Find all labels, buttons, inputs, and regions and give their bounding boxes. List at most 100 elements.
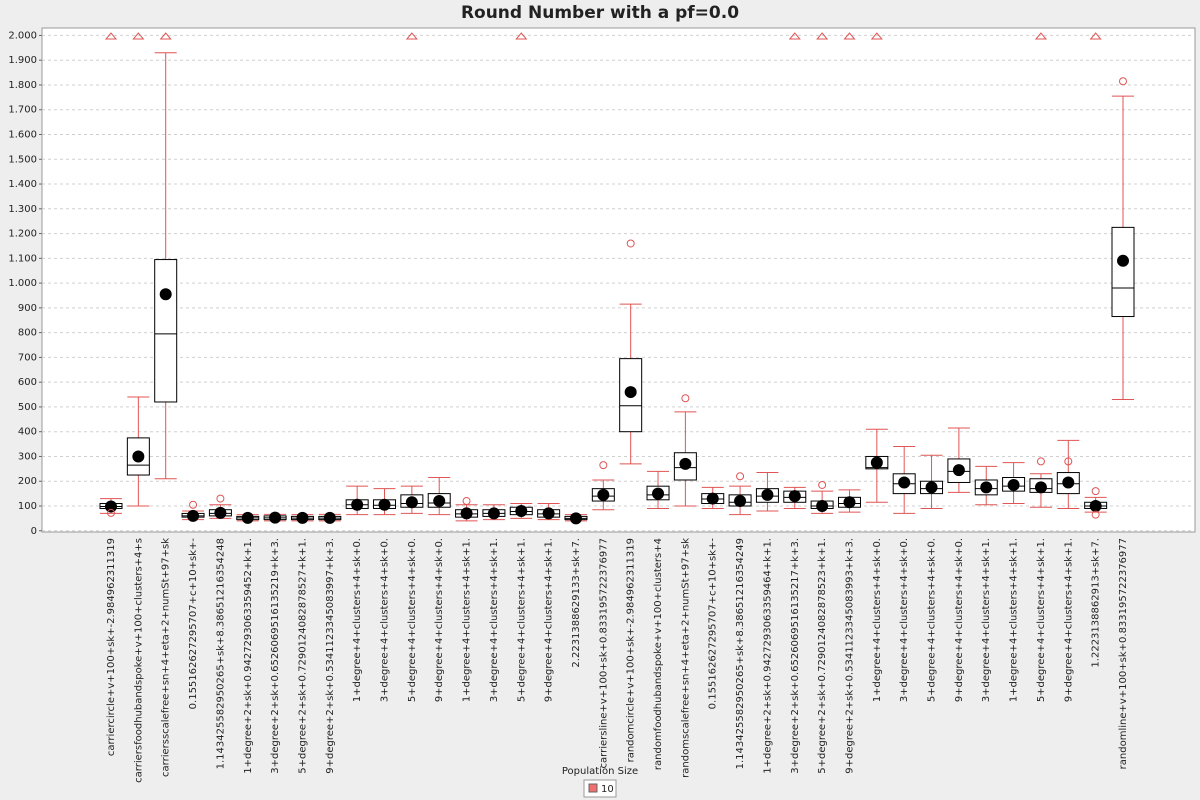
outlier [818,480,827,489]
mean [843,496,856,509]
far-out-marker [104,32,118,40]
x-tick-label: 1+degree+2+sk+0.9427293063359464+k+1. [762,538,773,774]
x-tick-label: 9+degree+4+clusters+4+sk+0. [954,538,965,702]
x-tick-label: 3+degree+4+clusters+4+sk+0. [380,538,391,702]
mean [952,464,965,477]
x-tick-label: randomfoodhubandspoke+v+100+clusters+4 [653,538,664,770]
x-tick-label: 1+degree+4+clusters+4+sk+0. [352,538,363,702]
x-tick-label: 1+degree+4+clusters+4+sk+1. [1009,538,1020,702]
x-tick-label: 1+degree+4+clusters+4+sk+1. [462,538,473,702]
y-tick-label: 1.100 [8,253,37,264]
y-tick-label: 1.700 [8,105,37,116]
chart-title: Round Number with a pf=0.0 [461,3,739,23]
mean [405,496,418,509]
mean [788,490,801,503]
mean [351,498,364,511]
mean [105,500,117,513]
mean [1007,478,1020,491]
far-out-marker [1034,32,1048,40]
mean [679,457,692,470]
far-out-marker [405,32,418,40]
x-tick-label: 1+degree+4+clusters+4+sk+0. [872,538,883,702]
x-tick-label: randomline+v+100+sk+0.833195722376977 [1118,538,1129,769]
y-tick-label: 1.400 [8,179,37,190]
outlier [626,239,635,248]
outlier [1119,77,1127,86]
mean [569,512,582,525]
x-tick-label: 3+degree+2+sk+0.6526069516135219+k+3. [270,538,281,774]
x-tick-label: 1.2223138862913+sk+7. [1091,538,1102,668]
mean [734,495,747,508]
x-tick-label: 3+degree+2+sk+0.6526069516135217+k+3. [790,538,801,774]
far-out-marker [515,32,528,40]
plot-area [41,27,1196,533]
y-tick-label: 100 [18,501,37,512]
y-tick-label: 1.200 [8,229,37,240]
mean [1034,481,1047,494]
x-tick-label: 9+degree+2+sk+0.5341123345083997+k+3. [325,538,336,774]
box [1111,226,1135,318]
far-out-marker [788,32,801,40]
mean [214,506,227,519]
y-tick-label: 1.000 [8,278,37,289]
y-tick-label: 1.300 [8,204,37,215]
far-out-marker [843,32,856,40]
x-tick-label: 9+degree+4+clusters+4+sk+1. [544,538,555,702]
x-tick-label: 5+degree+4+clusters+4+sk+1. [1036,538,1047,702]
y-tick-label: 900 [18,303,37,314]
mean [241,511,254,524]
y-tick-label: 2.000 [8,30,37,41]
y-tick-label: 300 [18,451,37,462]
y-tick-label: 1.500 [8,154,37,165]
y-tick-label: 700 [18,352,37,363]
x-tick-label: 3+degree+4+clusters+4+sk+1. [981,538,992,702]
x-tick-label: 9+degree+4+clusters+4+sk+0. [434,538,445,702]
box [154,259,178,403]
mean [542,507,555,520]
y-tick-label: 600 [18,377,37,388]
outlier [462,497,471,506]
mean [378,498,391,511]
x-tick-label: carriersfoodhubandspoke+v+100+clusters+4… [133,538,144,783]
mean [323,511,336,524]
x-tick-label: carriercircle+v+100+sk+-2.984962311319 [106,538,117,756]
x-tick-label: 1.143425582950265+sk+8.38651216354249 [735,538,746,769]
mean [652,487,665,500]
mean [159,288,172,301]
outlier [189,500,198,509]
legend-swatch [588,783,598,793]
outlier [1036,457,1045,466]
mean [460,507,473,520]
outlier [681,394,690,403]
x-tick-label: 0.155162627295707+c+10+sk+- [708,538,719,710]
x-tick-label: 3+degree+4+clusters+4+sk+0. [899,538,910,702]
outlier [1091,487,1100,496]
y-tick-label: 400 [18,427,37,438]
x-tick-label: 0.155162627295707+c+10+sk+- [188,538,199,710]
mean [1062,476,1075,489]
mean [816,499,829,512]
outlier [107,508,115,517]
mean [1117,254,1129,267]
mean [898,476,911,489]
far-out-marker [132,32,145,40]
far-out-marker [159,32,172,40]
mean [515,504,528,517]
x-tick-label: randomscalefree+sn+4+eta+2+numSt+97+sk [680,538,691,778]
mean [980,481,993,494]
x-tick-label: 1.143425582950265+sk+8.38651216354248 [215,538,226,769]
x-tick-label: 5+degree+4+clusters+4+sk+0. [927,538,938,702]
x-tick-label: 3+degree+4+clusters+4+sk+1. [489,538,500,702]
mean [1089,499,1102,512]
y-tick-label: 1.800 [8,80,37,91]
outlier [736,472,745,481]
x-tick-label: 2.2231388629133+sk+7. [571,538,582,668]
outlier [216,494,225,503]
legend-title: Population Size [562,766,638,777]
y-tick-label: 200 [18,476,37,487]
mean [597,488,610,501]
y-tick-label: 500 [18,402,37,413]
x-tick-label: 5+degree+2+sk+0.7290124082878527+k+1. [297,538,308,774]
far-out-marker [816,32,829,40]
